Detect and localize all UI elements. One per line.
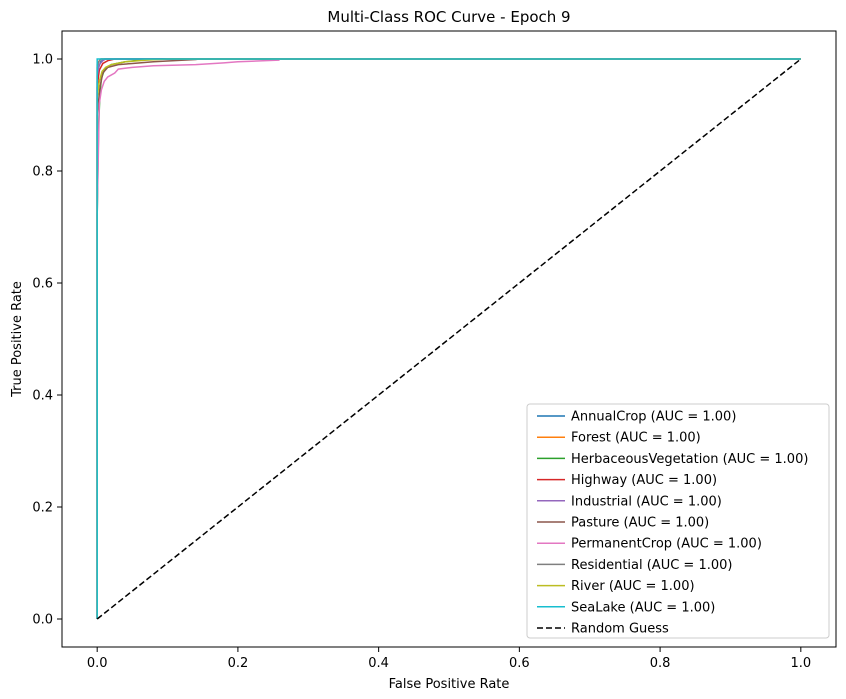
legend-entry: River (AUC = 1.00) — [571, 579, 695, 594]
legend-entry: Industrial (AUC = 1.00) — [571, 494, 722, 509]
plot-area — [96, 58, 802, 620]
x-tick-label: 1.0 — [790, 656, 811, 671]
series-line — [96, 58, 802, 620]
x-axis-label: False Positive Rate — [389, 677, 510, 692]
y-axis-label: True Positive Rate — [10, 281, 25, 398]
legend-entry: PermanentCrop (AUC = 1.00) — [571, 537, 762, 552]
legend-box — [526, 403, 830, 639]
legend-entry: SeaLake (AUC = 1.00) — [571, 600, 715, 615]
legend: AnnualCrop (AUC = 1.00) Forest (AUC = 1.0… — [526, 403, 830, 639]
legend-entry: Random Guess — [571, 622, 669, 637]
x-tick-label: 0.2 — [228, 656, 249, 671]
y-tick-label: 0.4 — [32, 389, 53, 404]
x-tick-label: 0.0 — [87, 656, 108, 671]
legend-entry: AnnualCrop (AUC = 1.00) — [571, 410, 736, 425]
y-tick-label: 0.8 — [32, 165, 53, 180]
y-tick-label: 0.6 — [32, 277, 53, 292]
series-line — [96, 58, 801, 619]
chart-title: Multi-Class ROC Curve - Epoch 9 — [327, 8, 570, 26]
legend-entry: Highway (AUC = 1.00) — [571, 473, 717, 488]
plot-frame — [61, 30, 837, 648]
legend-entry: Residential (AUC = 1.00) — [571, 558, 732, 573]
legend-entry: Pasture (AUC = 1.00) — [571, 516, 709, 531]
y-axis: 0.0 0.2 0.4 0.6 0.8 1.0 — [32, 53, 62, 628]
y-tick-label: 0.2 — [32, 501, 53, 516]
x-axis: 0.0 0.2 0.4 0.6 0.8 1.0 — [87, 647, 811, 671]
x-tick-label: 0.4 — [368, 656, 389, 671]
series-line — [96, 58, 801, 619]
x-tick-label: 0.6 — [509, 656, 530, 671]
y-tick-label: 1.0 — [32, 53, 53, 68]
x-tick-label: 0.8 — [650, 656, 671, 671]
legend-entry: HerbaceousVegetation (AUC = 1.00) — [571, 452, 808, 467]
y-tick-label: 0.0 — [32, 613, 53, 628]
legend-entry: Forest (AUC = 1.00) — [571, 431, 701, 446]
